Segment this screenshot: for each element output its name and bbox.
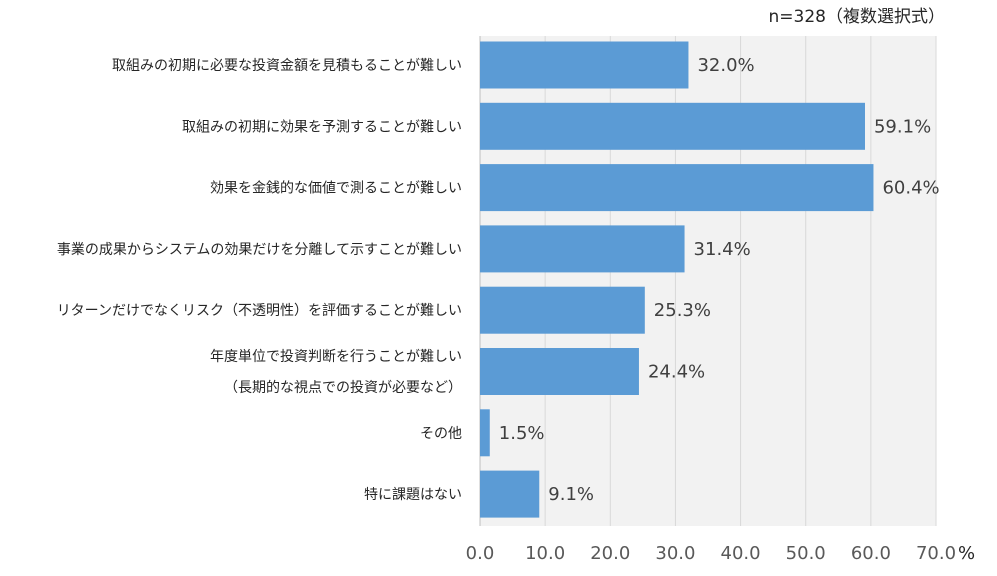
bar: [480, 409, 490, 457]
bar: [480, 225, 685, 273]
data-label: 60.4%: [882, 178, 939, 199]
category-label: その他: [420, 426, 462, 442]
category-label: 効果を金銭的な価値で測ることが難しい: [210, 181, 462, 197]
data-label: 1.5%: [499, 423, 545, 444]
x-tick-label: 10.0: [525, 543, 565, 564]
category-label: 年度単位で投資判断を行うことが難しい: [210, 349, 462, 365]
bar: [480, 102, 865, 150]
x-tick-label: 60.0: [851, 543, 891, 564]
x-tick-label: 40.0: [721, 543, 761, 564]
bar: [480, 286, 645, 334]
category-label: リターンだけでなくリスク（不透明性）を評価することが難しい: [57, 303, 462, 319]
data-label: 25.3%: [654, 300, 711, 321]
category-label: （長期的な視点での投資が必要など）: [224, 380, 462, 396]
x-tick-label: 50.0: [786, 543, 826, 564]
data-label: 31.4%: [694, 239, 751, 260]
bar: [480, 41, 689, 89]
category-label: 事業の成果からシステムの効果だけを分離して示すことが難しい: [57, 241, 462, 258]
data-label: 32.0%: [697, 55, 754, 76]
x-tick-label: 0.0: [466, 543, 495, 564]
category-label: 取組みの初期に効果を予測することが難しい: [182, 118, 462, 135]
category-label: 取組みの初期に必要な投資金額を見積もることが難しい: [112, 57, 462, 74]
bar: [480, 470, 540, 518]
bar: [480, 348, 639, 395]
x-tick-label: 30.0: [655, 543, 695, 564]
data-label: 24.4%: [648, 362, 705, 383]
data-label: 9.1%: [548, 484, 594, 505]
bar: [480, 164, 874, 212]
x-tick-label: 70.0: [916, 543, 956, 564]
data-label: 59.1%: [874, 116, 931, 137]
x-tick-label: 20.0: [590, 543, 630, 564]
category-label: 特に課題はない: [364, 487, 462, 503]
x-axis-unit: %: [958, 543, 975, 564]
sample-note: n=328（複数選択式）: [769, 7, 945, 27]
